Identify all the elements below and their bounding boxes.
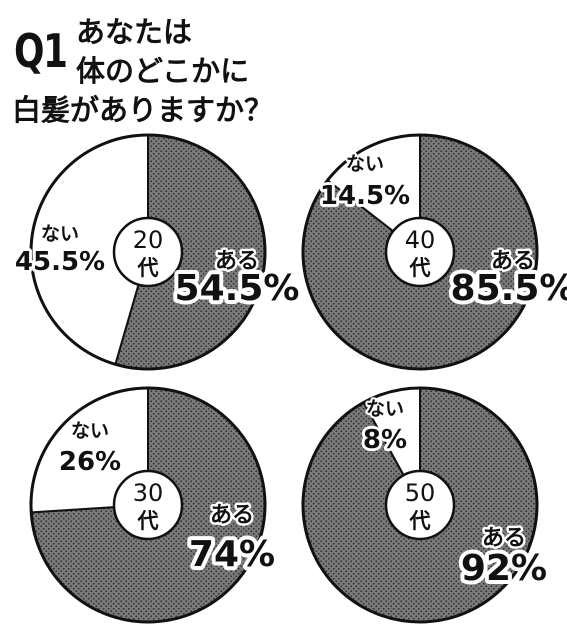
slice-label-nai: ない (71, 420, 109, 442)
age-badge-number: 20 (133, 226, 164, 254)
pie-outline (29, 133, 267, 371)
age-badge (384, 216, 456, 288)
age-badge-suffix: 代 (137, 509, 159, 533)
slice-value-aru: 85.5% (451, 268, 567, 309)
slice-label-nai: ない (366, 398, 404, 420)
question-text-line-1: あなたは (76, 15, 193, 49)
slice-label-nai: ない (346, 153, 384, 175)
slice-value-aru: 92% (461, 548, 547, 589)
slice-label-aru: ある (491, 249, 535, 274)
age-badge-number: 40 (405, 226, 436, 254)
age-badge-suffix: 代 (409, 256, 431, 280)
slice-label-aru: ある (215, 249, 259, 274)
slice-value-nai: 8% (363, 425, 407, 455)
slice-label-aru: ある (210, 503, 254, 528)
slice-label-aru: ある (482, 526, 526, 551)
pie-outline (301, 133, 539, 371)
question-text-line-3: 白髪がありますか？ (12, 93, 274, 127)
slice-value-nai: 26% (59, 447, 121, 477)
slice-value-nai: 45.5% (15, 247, 105, 277)
age-badge-number: 30 (133, 479, 164, 507)
slice-value-nai: 14.5% (320, 181, 410, 211)
pie-chart-2: 30代 ある 74% ない 26% (29, 386, 279, 624)
age-badge (112, 469, 184, 541)
age-badge-suffix: 代 (409, 509, 431, 533)
question-number: Q1 (14, 24, 68, 78)
pie-outline (29, 386, 267, 624)
pie-outline (301, 386, 539, 624)
slice-label-nai: ない (41, 223, 79, 245)
age-badge (112, 216, 184, 288)
age-badge (384, 469, 456, 541)
question-text-line-2: 体のどこかに (76, 54, 250, 88)
age-badge-number: 50 (405, 479, 436, 507)
slice-value-aru: 54.5% (175, 268, 300, 309)
age-badge-suffix: 代 (137, 256, 159, 280)
slice-value-aru: 74% (189, 534, 275, 575)
